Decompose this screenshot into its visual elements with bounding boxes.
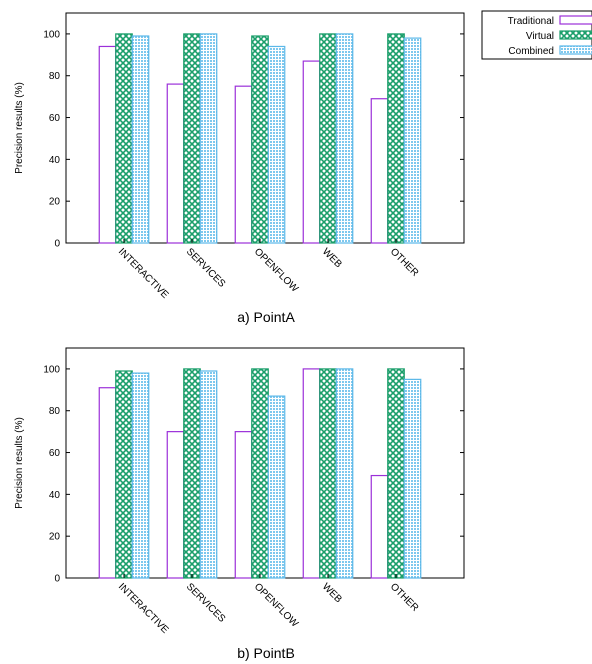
category-label-openflow: OPENFLOW [252, 246, 301, 295]
bar-combined-openflow [267, 45, 286, 244]
bar-combined-interactive [131, 35, 150, 244]
bar-traditional-other [370, 474, 389, 579]
y-tick-label: 100 [43, 29, 60, 40]
bar-traditional-services [166, 431, 185, 579]
bar-combined-interactive [131, 372, 150, 579]
y-tick-label: 20 [49, 197, 61, 208]
legend-swatch-virtual [559, 30, 592, 40]
bar-virtual-services [183, 33, 201, 244]
bar-virtual-services [183, 368, 201, 579]
category-label-web: WEB [320, 581, 344, 605]
chart-point-b: Precision results (%) 0 20 40 60 80 100 INTER… [14, 347, 465, 661]
category-label-other: OTHER [388, 581, 421, 614]
bar-traditional-interactive [98, 387, 117, 579]
bar-traditional-web [302, 368, 321, 579]
legend-label-traditional: Traditional [508, 16, 554, 27]
y-tick-label: 60 [49, 448, 61, 459]
bar-virtual-other [387, 33, 405, 244]
bar-combined-openflow [267, 395, 286, 579]
bar-virtual-openflow [251, 35, 269, 244]
y-tick-label: 40 [49, 155, 61, 166]
chart-caption: a) PointA [237, 309, 295, 325]
bar-combined-other [403, 37, 422, 244]
bar-virtual-web [319, 368, 337, 579]
y-tick-label: 0 [54, 239, 60, 250]
chart-caption: b) PointB [237, 645, 295, 661]
bar-traditional-openflow [234, 431, 253, 579]
category-label-openflow: OPENFLOW [252, 581, 301, 630]
bar-virtual-interactive [115, 33, 133, 244]
legend-label-virtual: Virtual [526, 31, 554, 42]
y-tick-label: 60 [49, 113, 61, 124]
legend-label-combined: Combined [508, 46, 554, 57]
bar-virtual-other [387, 368, 405, 579]
bar-combined-web [335, 33, 354, 244]
category-label-interactive: INTERACTIVE [116, 246, 171, 301]
category-label-services: SERVICES [184, 246, 228, 290]
bar-traditional-web [302, 60, 321, 244]
y-tick-label: 20 [49, 532, 61, 543]
y-tick-label: 80 [49, 71, 61, 82]
y-tick-label: 40 [49, 490, 61, 501]
y-tick-label: 80 [49, 406, 61, 417]
legend-swatch-combined [559, 45, 592, 55]
bar-combined-web [335, 368, 354, 579]
y-tick-label: 0 [54, 574, 60, 585]
y-axis-label: Precision results (%) [14, 82, 25, 174]
bar-combined-services [199, 33, 218, 244]
bar-virtual-interactive [115, 370, 133, 579]
category-label-web: WEB [320, 246, 344, 270]
category-label-other: OTHER [388, 246, 421, 279]
y-axis-label: Precision results (%) [14, 417, 25, 509]
bar-traditional-openflow [234, 85, 253, 244]
category-label-interactive: INTERACTIVE [116, 581, 171, 636]
bar-virtual-openflow [251, 368, 269, 579]
bar-combined-other [403, 378, 422, 579]
legend: Traditional Virtual Combined [481, 10, 592, 60]
legend-swatch-traditional [559, 15, 592, 25]
category-label-services: SERVICES [184, 581, 228, 625]
chart-point-a: Precision results (%) 0 20 40 60 80 100 INTER… [14, 12, 465, 325]
bar-traditional-interactive [98, 45, 117, 244]
y-tick-label: 100 [43, 364, 60, 375]
bar-traditional-other [370, 98, 389, 244]
bar-combined-services [199, 370, 218, 579]
bar-virtual-web [319, 33, 337, 244]
bar-traditional-services [166, 83, 185, 244]
